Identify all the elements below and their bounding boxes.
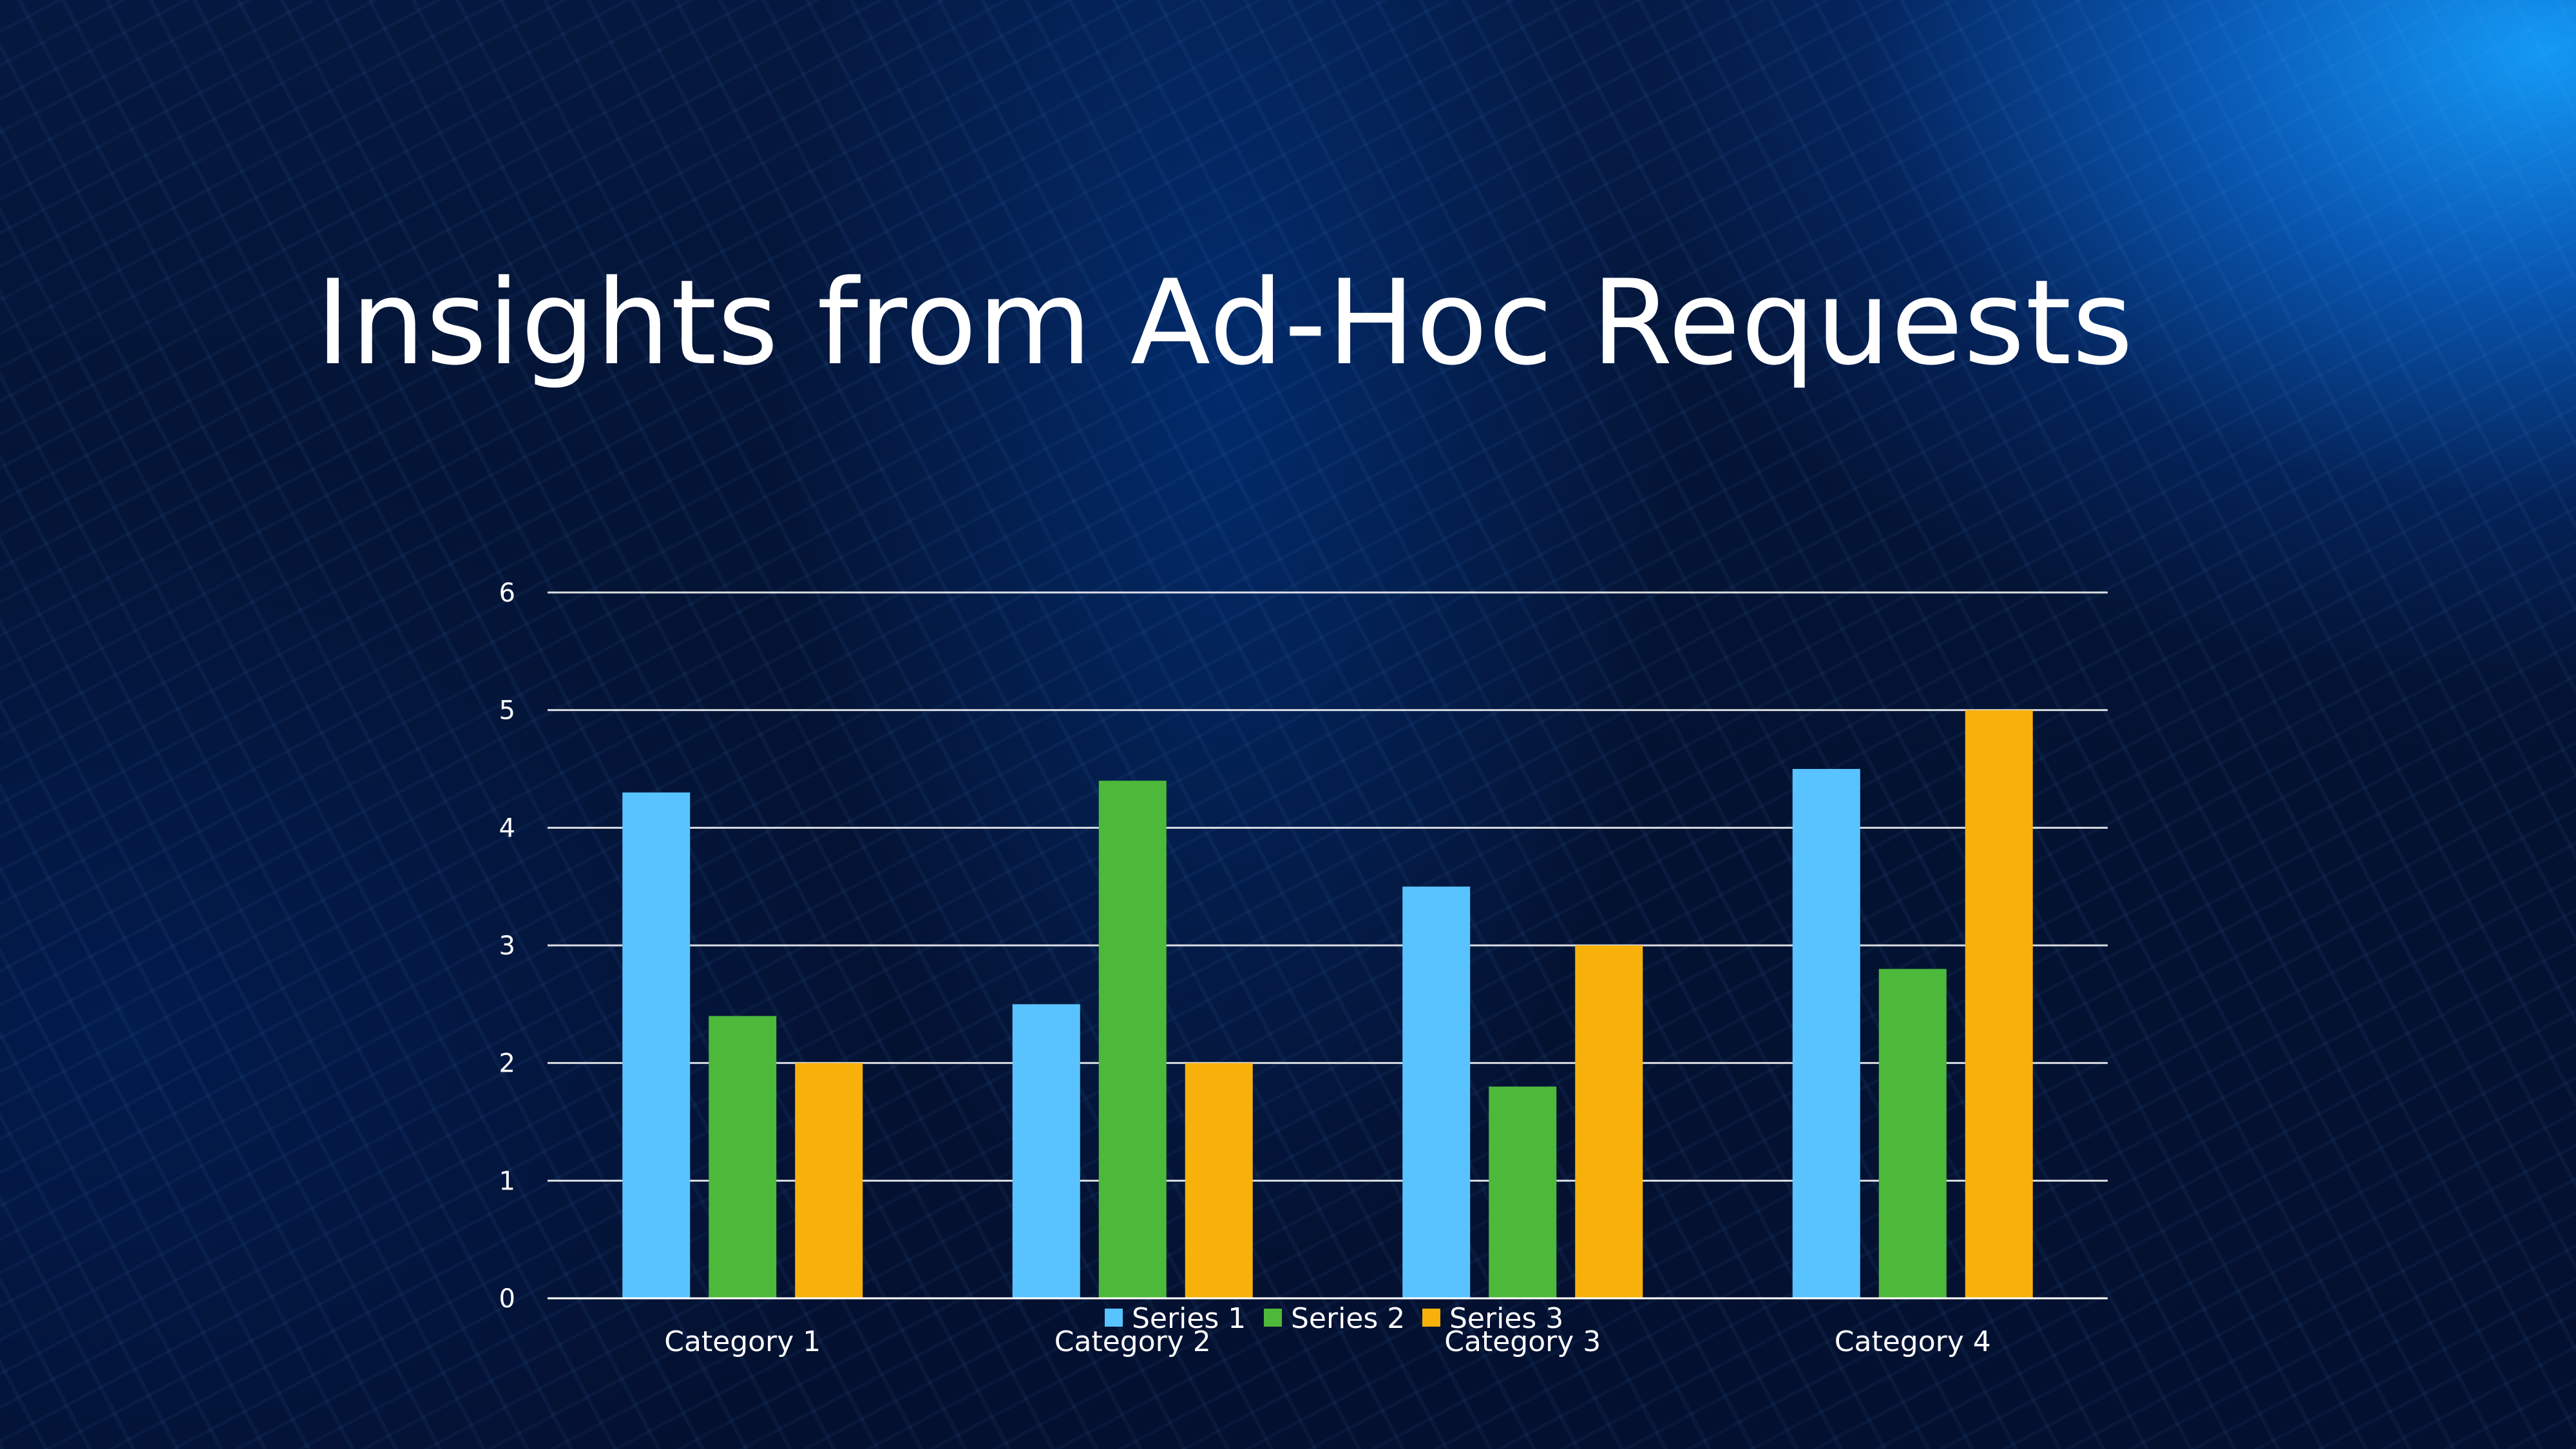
legend[interactable]: Series 1 Series 2 Series 3	[1105, 1302, 1563, 1335]
legend-item-series-1[interactable]: Series 1	[1105, 1302, 1246, 1335]
bar-series-2-cat2	[1098, 781, 1167, 1298]
bar-series-2-cat4	[1878, 969, 1947, 1298]
bar-series-1-cat2	[1012, 1004, 1080, 1298]
bar-series-1-cat4	[1792, 769, 1860, 1298]
x-tick-label: Category 2	[1054, 1325, 1211, 1358]
y-tick-label: 3	[499, 931, 515, 961]
bar-series-1-cat1	[622, 792, 691, 1298]
legend-swatch	[1422, 1309, 1440, 1327]
slide-title: Insights from Ad-Hoc Requests	[316, 254, 2134, 391]
bar-series-1-cat3	[1402, 886, 1471, 1298]
x-axis-labels: Category 1 Category 2 Category 3 Category 4	[664, 1325, 1990, 1358]
bar-series-2-cat1	[709, 1016, 777, 1298]
x-tick-label: Category 1	[664, 1325, 821, 1358]
bar-series-3-cat1	[795, 1063, 863, 1298]
bar-series-3-cat3	[1575, 945, 1643, 1298]
y-tick-label: 4	[499, 813, 515, 843]
legend-label: Series 1	[1132, 1302, 1246, 1335]
y-tick-label: 5	[499, 696, 515, 726]
y-tick-label: 2	[499, 1049, 515, 1079]
y-tick-label: 1	[499, 1166, 515, 1196]
x-tick-label: Category 4	[1835, 1325, 1991, 1358]
legend-item-series-3[interactable]: Series 3	[1422, 1302, 1563, 1335]
bar-series-3-cat2	[1185, 1063, 1253, 1298]
legend-swatch	[1264, 1309, 1282, 1327]
y-tick-label: 0	[499, 1284, 515, 1314]
legend-label: Series 3	[1449, 1302, 1563, 1335]
bars	[622, 710, 2033, 1298]
x-tick-label: Category 3	[1444, 1325, 1601, 1358]
y-tick-label: 6	[499, 578, 515, 608]
legend-label: Series 2	[1291, 1302, 1405, 1335]
bar-series-2-cat3	[1489, 1086, 1557, 1298]
y-axis-ticks: 0 1 2 3 4 5 6	[499, 578, 515, 1314]
legend-item-series-2[interactable]: Series 2	[1264, 1302, 1405, 1335]
gridlines	[548, 591, 2108, 1182]
legend-swatch	[1105, 1309, 1123, 1327]
bar-series-3-cat4	[1965, 710, 2033, 1298]
